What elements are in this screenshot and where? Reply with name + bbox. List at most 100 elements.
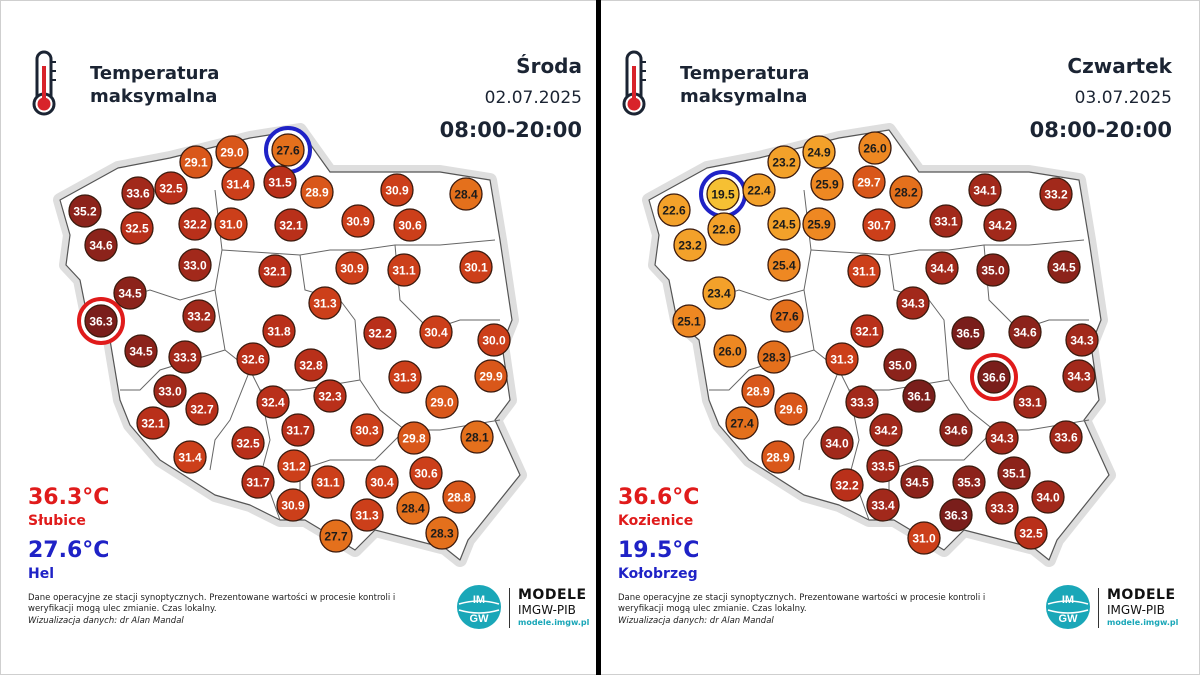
station-marker: 32.6 [236,342,270,376]
station-circle [767,207,801,241]
station-marker: 30.9 [380,173,414,207]
station-marker: 32.4 [256,385,290,419]
station-marker: 29.8 [397,421,431,455]
station-marker: 31.1 [847,254,881,288]
station-value: 32.5 [236,436,260,450]
station-marker: 30.4 [365,465,399,499]
station-circle [702,276,736,310]
station-value: 34.3 [990,431,1014,445]
station-circle [902,379,936,413]
station-value: 30.3 [355,423,379,437]
station-circle [951,316,985,350]
station-circle [830,468,864,502]
station-value: 36.3 [944,508,968,522]
station-marker: 29.0 [425,385,459,419]
station-value: 33.5 [871,459,895,473]
station-value: 24.5 [772,217,796,231]
station-circle [850,314,884,348]
min-temp-station: Hel [28,566,55,582]
station-markers: 27.6 29.0 29.1 33.6 32.5 31.4 31.5 28.9 30.9 28.4… [68,126,511,553]
station-circle [774,392,808,426]
station-value: 28.9 [766,450,790,464]
station-marker: 32.2 [178,207,212,241]
station-circle [952,465,986,499]
station-value: 28.9 [305,185,329,199]
station-value: 35.3 [957,475,981,489]
station-marker: 35.0 [976,253,1010,287]
disclaimer-text: Dane operacyjne ze stacji synoptycznych.… [618,593,986,614]
station-marker: 34.5 [124,334,158,368]
station-circle [113,276,147,310]
station-marker: 35.2 [68,194,102,228]
station-circle [236,342,270,376]
logo-link[interactable]: modele.imgw.pl [1107,618,1179,627]
station-circle [182,299,216,333]
max-temp-station: Słubice [28,513,86,529]
station-value: 30.9 [346,214,370,228]
station-circle [120,211,154,245]
station-marker: 23.2 [673,228,707,262]
station-value: 29.7 [857,175,881,189]
station-marker: 34.6 [939,413,973,447]
station-value: 34.6 [944,423,968,437]
station-marker: 34.3 [1062,359,1096,393]
station-circle [847,254,881,288]
station-value: 34.2 [988,218,1012,232]
station-value: 36.6 [982,370,1006,384]
logo-separator [509,588,510,628]
station-circle [767,145,801,179]
station-marker: 33.2 [182,299,216,333]
station-circle [845,385,879,419]
credit-text: Wizualizacja danych: dr Alan Mandal [618,616,774,626]
station-marker: 33.4 [866,488,900,522]
station-marker: 30.7 [862,208,896,242]
station-circle [214,207,248,241]
station-value: 29.1 [184,155,208,169]
station-value: 32.6 [241,352,265,366]
logo-link[interactable]: modele.imgw.pl [518,618,590,627]
station-value: 29.0 [220,145,244,159]
station-marker: 33.3 [845,385,879,419]
svg-text:IM: IM [1062,594,1074,606]
station-circle [1031,480,1065,514]
station-marker: 32.7 [185,392,219,426]
station-circle [1049,420,1083,454]
station-circle [1039,177,1073,211]
thermometer-icon [622,50,646,116]
station-value: 22.6 [662,203,686,217]
station-marker: 28.9 [741,374,775,408]
station-circle [976,253,1010,287]
station-value: 31.1 [316,475,340,489]
day-label: Środa [516,54,582,78]
station-marker: 28.1 [460,420,494,454]
station-marker: 29.0 [215,135,249,169]
station-circle [929,204,963,238]
station-value: 28.3 [762,350,786,364]
station-value: 31.2 [282,459,306,473]
station-marker: 31.8 [262,314,296,348]
station-circle [363,316,397,350]
station-value: 31.7 [286,423,310,437]
imgw-logo-icon: IM GW [457,585,501,629]
station-circle [277,449,311,483]
station-circle [997,456,1031,490]
station-marker: 28.3 [425,516,459,550]
station-value: 31.3 [355,508,379,522]
station-marker: 34.0 [1031,480,1065,514]
station-marker: 27.4 [725,406,759,440]
station-value: 34.2 [874,423,898,437]
station-circle [985,421,1019,455]
station-marker: 36.1 [902,379,936,413]
station-value: 34.5 [1052,260,1076,274]
station-circle [742,173,776,207]
station-marker: 33.3 [168,340,202,374]
station-value: 33.6 [126,186,150,200]
station-circle [907,521,941,555]
station-value: 28.8 [447,490,471,504]
station-marker: 33.6 [121,176,155,210]
station-marker: 30.6 [409,456,443,490]
station-marker: 32.5 [120,211,154,245]
station-circle [761,440,795,474]
station-marker: 25.9 [810,167,844,201]
panel-thursday: 26.0 24.9 23.2 25.9 29.7 28.2 34.1 33.2 19.5 22.4… [602,0,1198,675]
